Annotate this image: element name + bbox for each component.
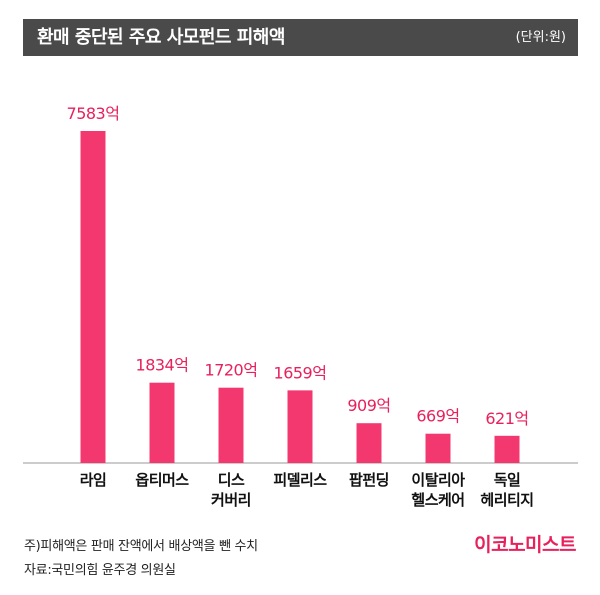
category-label-6-line-2: 헬스케어 — [411, 491, 464, 509]
bar-4 — [287, 390, 313, 463]
category-label-7-line-1: 독일 — [494, 471, 521, 489]
bar-2 — [149, 382, 175, 463]
bar-1 — [80, 131, 106, 463]
value-label-2: 1834억 — [136, 356, 189, 375]
value-label-5: 909억 — [347, 396, 390, 415]
value-label-3: 1720억 — [205, 361, 258, 380]
category-label-2: 옵티머스 — [135, 471, 189, 489]
category-label-6-line-1: 이탈리아 — [411, 471, 465, 489]
bar-5 — [356, 423, 382, 463]
category-label-3-line-1: 디스 — [218, 471, 245, 489]
bar-6 — [425, 433, 451, 463]
category-label-5: 팝펀딩 — [349, 471, 389, 489]
unit-label: (단위:원) — [515, 30, 566, 45]
chart-header: 환매 중단된 주요 사모펀드 피해액 (단위:원) — [23, 19, 578, 56]
value-label-1: 7583억 — [67, 104, 120, 123]
value-label-7: 621억 — [485, 409, 528, 428]
source-note: 자료:국민의힘 윤주경 의원실 — [24, 563, 176, 578]
bar-7 — [494, 435, 520, 463]
brand-logo: 이코노미스트 — [474, 534, 576, 556]
category-label-3-line-2: 커버리 — [211, 491, 251, 509]
value-label-4: 1659억 — [274, 363, 327, 382]
chart-title: 환매 중단된 주요 사모펀드 피해액 — [37, 27, 285, 48]
value-label-6: 669억 — [416, 407, 459, 426]
footnote: 주)피해액은 판매 잔액에서 배상액을 뺀 수치 — [24, 539, 258, 554]
category-label-1: 라임 — [80, 471, 107, 489]
bar-3 — [218, 387, 244, 463]
category-label-4: 피델리스 — [273, 471, 327, 489]
category-label-7-line-2: 헤리티지 — [480, 491, 533, 509]
